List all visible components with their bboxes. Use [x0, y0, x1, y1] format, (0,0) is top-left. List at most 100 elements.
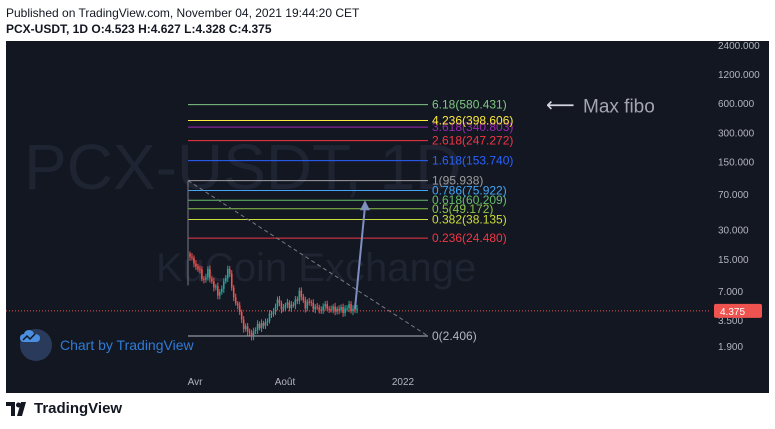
candle-body — [284, 304, 287, 308]
price-chart[interactable]: PCX-USDT, 1D KuCoin Exchange 0(2.406) 0.2… — [6, 41, 769, 393]
candle-body — [312, 302, 315, 310]
ohlc-row: PCX-USDT, 1D O:4.523 H:4.627 L:4.328 C:4… — [6, 22, 272, 36]
candle-body — [316, 306, 319, 308]
fib-label-0.236: 0.236(24.480) — [432, 231, 507, 245]
close-label: C: — [228, 22, 242, 36]
candle-body — [197, 266, 199, 269]
high-value: 4.627 — [150, 22, 181, 36]
candle-body — [228, 268, 231, 274]
candle-body — [238, 305, 241, 312]
candle-body — [189, 253, 191, 257]
candle-body — [242, 319, 245, 329]
projection-arrow-head — [360, 200, 370, 211]
y-tick-label: 15.000 — [718, 255, 749, 266]
y-tick-label: 150.000 — [718, 158, 755, 169]
candle-body — [336, 308, 338, 312]
high-label: H: — [138, 22, 151, 36]
candle-body — [280, 303, 283, 310]
candle-body — [252, 331, 255, 337]
fib-label-3.618: 3.618(340.803) — [432, 120, 513, 134]
candle-body — [320, 309, 323, 311]
y-tick-label: 7.000 — [718, 287, 743, 298]
candle-body — [300, 290, 303, 297]
y-tick-label: 3.500 — [718, 316, 743, 327]
tradingview-brand[interactable]: TradingView — [6, 400, 122, 417]
candle-body — [224, 278, 227, 282]
candle-body — [308, 301, 311, 303]
candle-body — [193, 257, 195, 264]
fib-levels: 0(2.406) 0.236(24.480) 0.382(38.135)0.5(49… — [187, 98, 513, 343]
x-tick-label: Avr — [188, 377, 203, 388]
candle-body — [232, 287, 235, 298]
candle-body — [201, 269, 203, 280]
candle-body — [213, 281, 215, 288]
low-label: L: — [184, 22, 196, 36]
candle-body — [219, 291, 221, 296]
fib-label-0.786: 0.786(75.922) — [432, 183, 507, 197]
candle-body — [276, 299, 279, 307]
candle-body — [286, 302, 289, 305]
x-tick-label: 2022 — [392, 377, 415, 388]
watermark-symbol: PCX-USDT, 1D — [24, 131, 461, 203]
candle-body — [254, 330, 257, 332]
candle-body — [356, 308, 358, 310]
watermark-exchange: KuCoin Exchange — [156, 246, 476, 290]
candle-body — [324, 304, 326, 307]
candle-body — [236, 303, 239, 306]
fib-label-6.18: 6.18(580.431) — [432, 98, 507, 112]
chart-area[interactable]: PCX-USDT, 1D KuCoin Exchange 0(2.406) 0.2… — [6, 41, 769, 393]
candle-body — [314, 306, 317, 310]
candle-body — [230, 273, 233, 288]
candle-body — [340, 307, 342, 311]
tradingview-logo-icon — [6, 401, 26, 416]
candle-body — [354, 308, 356, 310]
open-label: O: — [91, 22, 105, 36]
candle-body — [348, 304, 350, 309]
fib-label-0.618: 0.618(60.209) — [432, 193, 507, 207]
candle-body — [274, 306, 277, 312]
candle-body — [250, 332, 253, 337]
chart-by-text: Chart by TradingView — [60, 337, 194, 353]
candle-body — [222, 281, 225, 289]
candle-body — [211, 278, 213, 282]
candle-body — [352, 308, 354, 312]
candle-body — [209, 269, 211, 279]
candle-body — [270, 313, 273, 315]
y-tick-label: 600.000 — [718, 99, 755, 110]
y-tick-label: 1200.000 — [718, 70, 760, 81]
chart-by-badge: Chart by TradingView — [20, 329, 194, 361]
candle-body — [246, 326, 249, 332]
projection-arrow-line — [354, 206, 366, 309]
fib-label-2.618: 2.618(247.272) — [432, 134, 513, 148]
candle-body — [226, 268, 229, 279]
fib-label-4.236: 4.236(398.606) — [432, 113, 513, 127]
candle-body — [266, 321, 269, 323]
fib-label-0: 0(2.406) — [432, 329, 477, 343]
candle-body — [240, 311, 243, 320]
candle-body — [217, 286, 219, 296]
published-caption: Published on TradingView.com, November 0… — [6, 6, 360, 20]
y-tick-label: 30.000 — [718, 226, 749, 237]
candle-body — [302, 296, 305, 301]
price-axis: 2400.000 1200.000 600.000 300.000 150.000 70.… — [714, 41, 762, 353]
candle-body — [199, 268, 201, 270]
candle-body — [256, 323, 259, 331]
y-tick-label: 300.000 — [718, 128, 755, 139]
candle-body — [298, 290, 301, 301]
close-value: 4.375 — [241, 22, 272, 36]
candle-body — [346, 308, 348, 310]
candle-body — [294, 299, 297, 306]
candle-body — [288, 302, 291, 309]
candle-body — [207, 269, 209, 278]
candle-body — [350, 304, 352, 312]
candle-body — [268, 313, 271, 322]
last-price-tag — [714, 303, 762, 318]
candle-body — [205, 277, 207, 280]
candle-body — [328, 308, 330, 310]
candle-body — [332, 306, 334, 310]
candle-body — [260, 323, 263, 329]
candle-body — [322, 306, 325, 311]
candle-body — [248, 331, 251, 333]
max-fibo-label: Max fibo — [583, 97, 655, 118]
annotations: ⟵ Max fibo — [6, 93, 711, 337]
